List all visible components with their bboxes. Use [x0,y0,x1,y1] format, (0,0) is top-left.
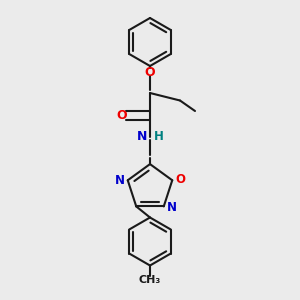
Text: N: N [167,200,177,214]
Text: O: O [116,109,127,122]
Text: O: O [145,65,155,79]
Text: N: N [115,174,125,188]
Text: O: O [175,173,185,186]
Text: H: H [154,130,164,143]
Text: N: N [137,130,148,143]
Text: CH₃: CH₃ [139,274,161,285]
